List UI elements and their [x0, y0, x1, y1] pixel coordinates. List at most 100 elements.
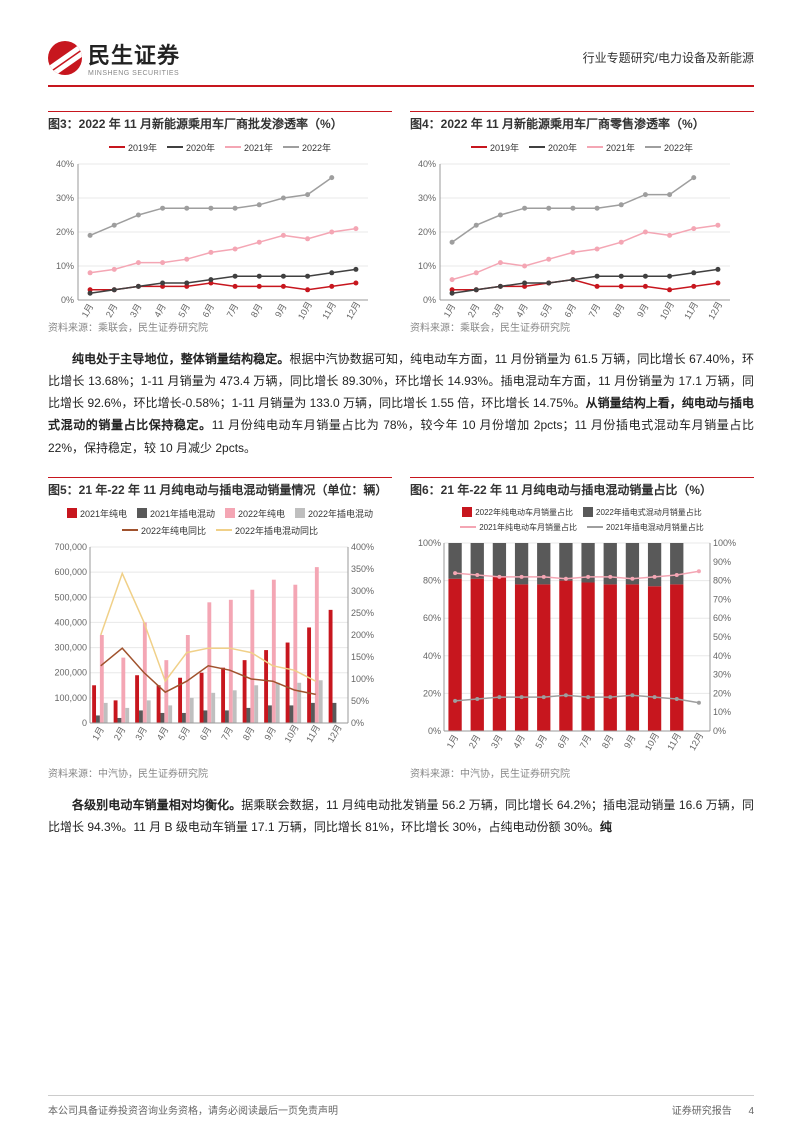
svg-text:8月: 8月	[600, 732, 616, 749]
svg-text:7月: 7月	[578, 732, 594, 749]
svg-text:1月: 1月	[445, 732, 461, 749]
svg-text:6月: 6月	[555, 732, 571, 749]
svg-text:500,000: 500,000	[54, 592, 87, 602]
svg-text:6月: 6月	[200, 302, 216, 319]
svg-text:2月: 2月	[112, 724, 128, 741]
svg-text:12月: 12月	[344, 300, 362, 320]
svg-text:4月: 4月	[152, 302, 168, 319]
chart-4-plot: 2019年2020年2021年2022年0%10%20%30%40%1月2月3月…	[410, 137, 754, 317]
chart-5: 图5：21 年-22 年 11 月纯电动与插电混动销量情况（单位：辆） 2021…	[48, 477, 392, 780]
svg-text:20%: 20%	[423, 688, 441, 698]
svg-text:30%: 30%	[56, 193, 74, 203]
svg-text:11月: 11月	[682, 300, 700, 320]
svg-text:0%: 0%	[423, 295, 436, 305]
svg-text:7月: 7月	[587, 302, 603, 319]
chart-6-plot: 2022年纯电动车月销量占比2022年插电式混动月销量占比2021年纯电动车月销…	[410, 503, 754, 763]
chart-3-plot: 2019年2020年2021年2022年0%10%20%30%40%1月2月3月…	[48, 137, 392, 317]
chart-5-source: 资料来源：中汽协，民生证券研究院	[48, 765, 392, 780]
body-paragraph-1: 纯电处于主导地位，整体销量结构稳定。根据中汽协数据可知，纯电动车方面，11 月份…	[48, 348, 754, 459]
chart-4-title: 图4：2022 年 11 月新能源乘用车厂商零售渗透率（%）	[410, 111, 754, 137]
svg-text:0%: 0%	[61, 295, 74, 305]
svg-text:2月: 2月	[466, 302, 482, 319]
svg-text:10月: 10月	[283, 722, 301, 743]
svg-text:200,000: 200,000	[54, 667, 87, 677]
svg-text:40%: 40%	[56, 159, 74, 169]
svg-text:60%: 60%	[713, 613, 731, 623]
svg-text:8月: 8月	[611, 302, 627, 319]
svg-text:20%: 20%	[713, 688, 731, 698]
chart-4: 图4：2022 年 11 月新能源乘用车厂商零售渗透率（%） 2019年2020…	[410, 111, 754, 334]
svg-text:4月: 4月	[511, 732, 527, 749]
svg-text:12月: 12月	[687, 730, 705, 751]
svg-text:8月: 8月	[241, 724, 257, 741]
document-category: 行业专题研究/电力设备及新能源	[583, 49, 754, 66]
footer-report-type: 证券研究报告	[672, 1106, 732, 1117]
svg-text:200%: 200%	[351, 630, 374, 640]
svg-text:30%: 30%	[713, 669, 731, 679]
svg-text:0%: 0%	[428, 726, 441, 736]
svg-text:350%: 350%	[351, 564, 374, 574]
page-footer: 本公司具备证券投资咨询业务资格，请务必阅读最后一页免责声明 证券研究报告 4	[48, 1095, 754, 1117]
chart-3-source: 资料来源：乘联会，民生证券研究院	[48, 319, 392, 334]
svg-text:3月: 3月	[133, 724, 149, 741]
chart-6-title: 图6：21 年-22 年 11 月纯电动与插电混动销量占比（%）	[410, 477, 754, 503]
svg-text:100%: 100%	[418, 538, 441, 548]
chart-3: 图3：2022 年 11 月新能源乘用车厂商批发渗透率（%） 2019年2020…	[48, 111, 392, 334]
svg-text:40%: 40%	[713, 650, 731, 660]
svg-text:10月: 10月	[643, 730, 661, 751]
svg-text:1月: 1月	[442, 302, 458, 319]
page-number: 4	[748, 1106, 754, 1117]
svg-text:20%: 20%	[418, 227, 436, 237]
svg-text:11月: 11月	[665, 731, 683, 752]
svg-text:0: 0	[82, 718, 87, 728]
footer-disclaimer: 本公司具备证券投资咨询业务资格，请务必阅读最后一页免责声明	[48, 1102, 338, 1117]
company-name: 民生证券	[88, 38, 180, 70]
svg-text:300%: 300%	[351, 586, 374, 596]
svg-text:7月: 7月	[225, 302, 241, 319]
svg-text:4月: 4月	[514, 302, 530, 319]
svg-text:70%: 70%	[713, 594, 731, 604]
svg-text:60%: 60%	[423, 613, 441, 623]
svg-text:30%: 30%	[418, 193, 436, 203]
svg-text:12月: 12月	[706, 300, 724, 320]
svg-text:150%: 150%	[351, 652, 374, 662]
chart-5-title: 图5：21 年-22 年 11 月纯电动与插电混动销量情况（单位：辆）	[48, 477, 392, 503]
svg-text:8月: 8月	[249, 302, 265, 319]
svg-text:11月: 11月	[320, 300, 338, 320]
svg-text:80%: 80%	[713, 575, 731, 585]
chart-6-source: 资料来源：中汽协，民生证券研究院	[410, 765, 754, 780]
svg-text:90%: 90%	[713, 556, 731, 566]
svg-text:400,000: 400,000	[54, 617, 87, 627]
svg-text:0%: 0%	[351, 718, 364, 728]
svg-text:10月: 10月	[658, 300, 676, 320]
svg-text:6月: 6月	[198, 724, 214, 741]
svg-text:9月: 9月	[273, 302, 289, 319]
svg-text:50%: 50%	[713, 632, 731, 642]
svg-text:12月: 12月	[326, 722, 344, 743]
svg-text:6月: 6月	[562, 302, 578, 319]
chart-3-title: 图3：2022 年 11 月新能源乘用车厂商批发渗透率（%）	[48, 111, 392, 137]
footer-divider	[48, 1095, 754, 1096]
chart-6: 图6：21 年-22 年 11 月纯电动与插电混动销量占比（%） 2022年纯电…	[410, 477, 754, 780]
header-divider	[48, 85, 754, 87]
svg-text:10%: 10%	[418, 261, 436, 271]
svg-text:2月: 2月	[467, 732, 483, 749]
svg-text:20%: 20%	[56, 227, 74, 237]
chart-5-plot: 2021年纯电2021年插电混动2022年纯电2022年插电混动2022年纯电同…	[48, 503, 392, 763]
svg-text:11月: 11月	[304, 723, 322, 744]
body-paragraph-2: 各级别电动车销量相对均衡化。据乘联会数据，11 月纯电动批发销量 56.2 万辆…	[48, 794, 754, 838]
svg-text:700,000: 700,000	[54, 542, 87, 552]
svg-text:9月: 9月	[262, 724, 278, 741]
svg-text:3月: 3月	[489, 732, 505, 749]
logo-icon	[48, 41, 82, 75]
svg-text:5月: 5月	[533, 732, 549, 749]
company-sub: MINSHENG SECURITIES	[88, 70, 180, 77]
svg-text:3月: 3月	[128, 302, 144, 319]
svg-text:400%: 400%	[351, 542, 374, 552]
chart-4-source: 资料来源：乘联会，民生证券研究院	[410, 319, 754, 334]
logo: 民生证券 MINSHENG SECURITIES	[48, 38, 180, 77]
svg-text:5月: 5月	[176, 302, 192, 319]
svg-text:10%: 10%	[56, 261, 74, 271]
svg-text:7月: 7月	[219, 724, 235, 741]
svg-text:40%: 40%	[423, 650, 441, 660]
